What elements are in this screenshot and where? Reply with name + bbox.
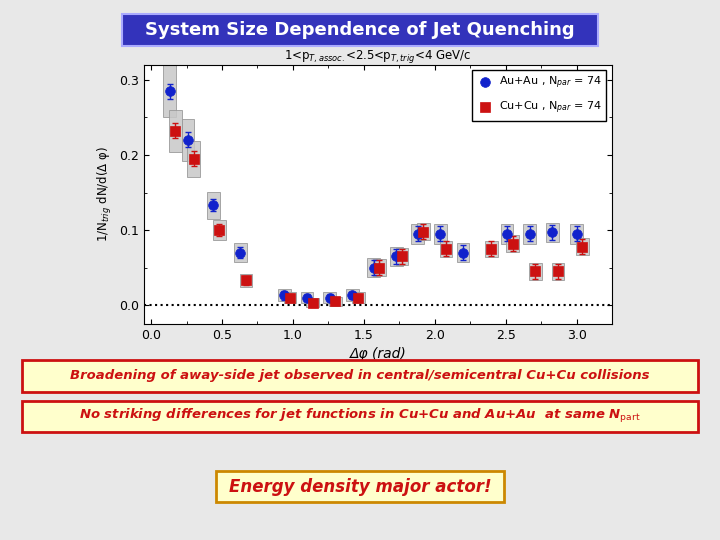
Bar [570,224,583,244]
Line: Au+Au , N$_{par}$ = 74: Au+Au , N$_{par}$ = 74 [165,86,582,302]
FancyBboxPatch shape [122,14,598,46]
Text: Energy density major actor!: Energy density major actor! [229,477,491,496]
Bar [213,220,225,240]
Cu+Cu , N$_{par}$ = 74 [215,227,223,233]
Line: Cu+Cu , N$_{par}$ = 74: Cu+Cu , N$_{par}$ = 74 [171,126,587,308]
Bar [367,258,380,278]
Bar [207,192,220,219]
Au+Au , N$_{par}$ = 74 [236,249,245,256]
Bar [529,263,542,280]
Au+Au , N$_{par}$ = 74 [280,292,289,299]
Cu+Cu , N$_{par}$ = 74 [419,228,428,235]
Cu+Cu , N$_{par}$ = 74 [242,277,251,284]
Cu+Cu , N$_{par}$ = 74 [308,300,317,306]
Cu+Cu , N$_{par}$ = 74 [171,127,179,134]
Bar [329,297,342,306]
Au+Au , N$_{par}$ = 74 [325,294,334,301]
Cu+Cu , N$_{par}$ = 74 [487,246,496,252]
Bar [234,243,247,262]
Bar [352,293,364,303]
Bar [546,222,559,242]
Cu+Cu , N$_{par}$ = 74 [531,268,540,275]
Bar [417,224,430,240]
Legend: Au+Au , N$_{par}$ = 74, Cu+Cu , N$_{par}$ = 74: Au+Au , N$_{par}$ = 74, Cu+Cu , N$_{par}… [472,70,606,121]
Cu+Cu , N$_{par}$ = 74 [578,244,587,250]
Text: System Size Dependence of Jet Quenching: System Size Dependence of Jet Quenching [145,21,575,39]
Au+Au , N$_{par}$ = 74 [459,249,467,256]
Cu+Cu , N$_{par}$ = 74 [442,246,451,252]
Au+Au , N$_{par}$ = 74 [503,231,511,237]
Au+Au , N$_{par}$ = 74 [348,292,357,299]
FancyBboxPatch shape [216,471,504,502]
FancyBboxPatch shape [22,360,698,392]
Bar [440,241,452,257]
Au+Au , N$_{par}$ = 74 [413,231,422,237]
Y-axis label: 1/N$_{trig}$ dN/d(Δ φ): 1/N$_{trig}$ dN/d(Δ φ) [96,146,114,242]
Cu+Cu , N$_{par}$ = 74 [286,294,294,301]
Bar [307,299,319,307]
FancyBboxPatch shape [22,401,698,432]
Bar [278,289,291,301]
Bar [187,141,200,177]
Au+Au , N$_{par}$ = 74 [548,229,557,235]
Bar [181,119,194,161]
Bar [506,235,519,252]
Cu+Cu , N$_{par}$ = 74 [375,265,384,271]
Text: No striking differences for jet functions in Cu+Cu and Au+Au  at same N$_\mathrm: No striking differences for jet function… [79,407,641,426]
Bar [456,243,469,262]
Bar [552,263,564,280]
Bar [523,224,536,244]
Bar [168,110,181,152]
Cu+Cu , N$_{par}$ = 74 [554,268,562,275]
Au+Au , N$_{par}$ = 74 [526,231,534,237]
Au+Au , N$_{par}$ = 74 [392,253,401,260]
Bar [284,293,297,303]
Bar [396,248,408,265]
Bar [576,238,589,255]
Title: 1<p$_{T,assoc.}$<2.5<p$_{T,trig}$<4 GeV/c: 1<p$_{T,assoc.}$<2.5<p$_{T,trig}$<4 GeV/… [284,48,472,65]
Cu+Cu , N$_{par}$ = 74 [331,298,340,305]
Bar [301,293,313,303]
Bar [434,224,447,244]
Bar [240,274,253,287]
Au+Au , N$_{par}$ = 74 [436,231,445,237]
Au+Au , N$_{par}$ = 74 [303,294,312,301]
Bar [373,259,386,276]
Au+Au , N$_{par}$ = 74 [572,231,581,237]
Bar [411,224,424,244]
Au+Au , N$_{par}$ = 74 [165,88,174,94]
Bar [346,289,359,301]
Au+Au , N$_{par}$ = 74 [210,202,218,208]
Bar [163,65,176,117]
Au+Au , N$_{par}$ = 74 [184,137,192,143]
Au+Au , N$_{par}$ = 74 [369,265,378,271]
Cu+Cu , N$_{par}$ = 74 [508,240,517,247]
Bar [485,241,498,257]
Cu+Cu , N$_{par}$ = 74 [397,253,406,260]
Cu+Cu , N$_{par}$ = 74 [354,294,362,301]
Cu+Cu , N$_{par}$ = 74 [189,156,198,162]
Bar [500,224,513,244]
Text: Broadening of away-side jet observed in central/semicentral Cu+Cu collisions: Broadening of away-side jet observed in … [71,369,649,382]
Bar [323,293,336,303]
X-axis label: Δφ (rad): Δφ (rad) [350,347,406,361]
Bar [390,247,402,266]
